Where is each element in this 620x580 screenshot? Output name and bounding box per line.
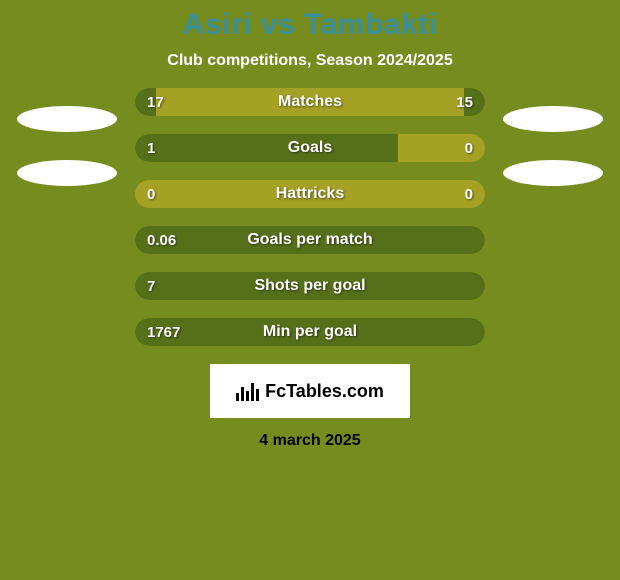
stat-bar: 10Goals xyxy=(135,134,485,162)
stat-value-left: 7 xyxy=(147,272,155,300)
player-placeholder xyxy=(503,106,603,132)
stat-value-right: 0 xyxy=(465,134,473,162)
stat-bar-left-fill xyxy=(135,226,485,254)
stat-bars-col: 1715Matches10Goals00Hattricks0.06Goals p… xyxy=(135,88,485,346)
stat-value-left: 1767 xyxy=(147,318,180,346)
stat-bar: 1767Min per goal xyxy=(135,318,485,346)
date-label: 4 march 2025 xyxy=(0,432,620,450)
stat-bar-left-fill xyxy=(135,134,398,162)
comparison-card: Asiri vs Tambakti Club competitions, Sea… xyxy=(0,0,620,580)
stat-bar: 7Shots per goal xyxy=(135,272,485,300)
comparison-row: 1715Matches10Goals00Hattricks0.06Goals p… xyxy=(0,88,620,346)
right-player-col xyxy=(503,88,603,186)
stat-label: Matches xyxy=(135,88,485,116)
player-placeholder xyxy=(17,106,117,132)
stat-bar: 0.06Goals per match xyxy=(135,226,485,254)
subtitle: Club competitions, Season 2024/2025 xyxy=(0,52,620,70)
stat-value-left: 0 xyxy=(147,180,155,208)
stat-value-left: 1 xyxy=(147,134,155,162)
stat-value-left: 0.06 xyxy=(147,226,176,254)
player-placeholder xyxy=(503,160,603,186)
stat-value-right: 0 xyxy=(465,180,473,208)
logo-text: FcTables.com xyxy=(265,381,384,402)
left-player-col xyxy=(17,88,117,186)
stat-value-right: 15 xyxy=(456,88,473,116)
fctables-logo: FcTables.com xyxy=(210,364,410,418)
stat-label: Hattricks xyxy=(135,180,485,208)
player-placeholder xyxy=(17,160,117,186)
stat-bar-left-fill xyxy=(135,318,485,346)
stat-bar: 17 15Matches xyxy=(135,88,485,116)
stat-value-left: 17 xyxy=(147,88,164,116)
stat-bar-left-fill xyxy=(135,272,485,300)
stat-bar: 0 0Hattricks xyxy=(135,180,485,208)
bar-chart-icon xyxy=(236,381,259,401)
page-title: Asiri vs Tambakti xyxy=(0,8,620,42)
